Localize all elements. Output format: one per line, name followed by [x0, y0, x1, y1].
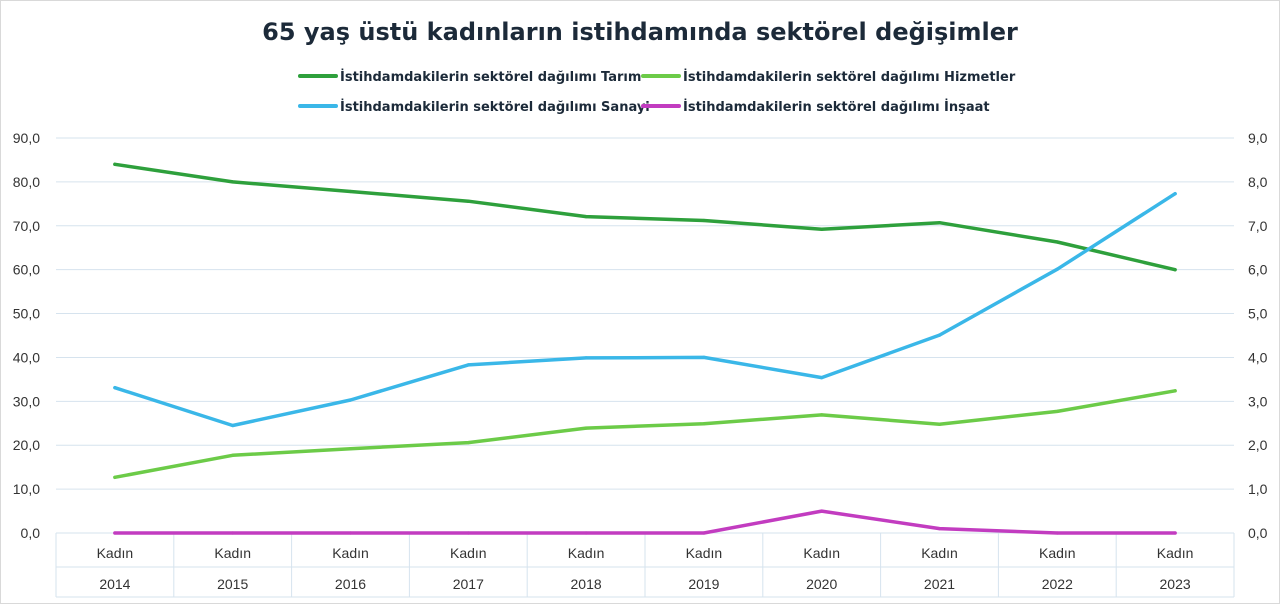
data-point: [113, 162, 117, 166]
right-tick-label: 9,0: [1248, 130, 1268, 146]
left-tick-label: 70,0: [13, 218, 40, 234]
x-axis: Kadın 2014 Kadın 2015 Kadın 2016 Kadın 2017 Kadı…: [55, 533, 1235, 598]
data-point: [348, 189, 353, 194]
right-tick-label: 4,0: [1248, 349, 1268, 365]
data-point: [584, 356, 588, 360]
legend: İstihdamdakilerin sektörel dağılımı Tarı…: [298, 69, 1016, 115]
data-point: [1055, 267, 1059, 271]
x-category-label: 2017: [453, 576, 484, 592]
data-point: [820, 413, 824, 417]
data-point: [1055, 240, 1059, 244]
data-point: [584, 426, 588, 430]
data-point: [466, 531, 470, 535]
left-axis: 0,0 10,0 20,0 30,0 40,0 50,0 60,0 70,0 80,0 90,0: [13, 130, 40, 541]
x-sub-label: Kadın: [214, 545, 251, 561]
legend-label-3: İstihdamdakilerin sektörel dağılımı Sana…: [340, 99, 650, 115]
data-point: [466, 363, 470, 367]
data-point: [702, 531, 706, 535]
x-sub-label: Kadın: [921, 545, 958, 561]
data-point: [1173, 531, 1177, 535]
right-tick-label: 8,0: [1248, 174, 1268, 190]
right-tick-label: 3,0: [1248, 393, 1268, 409]
data-point: [113, 386, 117, 390]
left-tick-label: 20,0: [13, 437, 40, 453]
x-sub-label: Kadın: [803, 545, 840, 561]
right-tick-label: 0,0: [1248, 525, 1268, 541]
left-tick-label: 50,0: [13, 306, 40, 322]
data-point: [937, 527, 942, 531]
data-point: [937, 333, 942, 337]
x-sub-label: Kadın: [686, 545, 723, 561]
right-tick-label: 5,0: [1248, 306, 1268, 322]
legend-label-2: İstihdamdakilerin sektörel dağılımı Hizm…: [683, 69, 1016, 85]
left-tick-label: 90,0: [13, 130, 40, 146]
x-category-label: 2020: [806, 576, 837, 592]
legend-label-1: İstihdamdakilerin sektörel dağılımı Tarı…: [340, 69, 641, 85]
data-point: [348, 447, 353, 451]
left-tick-label: 0,0: [21, 525, 41, 541]
data-point: [1173, 389, 1177, 393]
x-category-label: 2023: [1160, 576, 1191, 592]
chart-title: 65 yaş üstü kadınların istihdamında sekt…: [262, 18, 1018, 46]
right-axis: 0,0 1,0 2,0 3,0 4,0 5,0 6,0 7,0 8,0 9,0: [1248, 130, 1268, 541]
x-sub-label: Kadın: [1157, 545, 1194, 561]
x-sub-label: Kadın: [568, 545, 605, 561]
data-point: [584, 531, 588, 535]
data-point: [820, 227, 824, 231]
data-point: [466, 199, 470, 203]
x-category-label: 2015: [217, 576, 248, 592]
left-tick-label: 30,0: [13, 393, 40, 409]
right-tick-label: 7,0: [1248, 218, 1268, 234]
x-sub-label: Kadın: [450, 545, 487, 561]
data-point: [1055, 409, 1059, 413]
legend-label-4: İstihdamdakilerin sektörel dağılımı İnşa…: [683, 99, 990, 115]
data-point: [113, 531, 117, 535]
x-category-label: 2019: [688, 576, 719, 592]
x-category-label: 2014: [99, 576, 130, 592]
right-tick-label: 6,0: [1248, 262, 1268, 278]
left-tick-label: 80,0: [13, 174, 40, 190]
right-tick-label: 2,0: [1248, 437, 1268, 453]
data-point: [702, 218, 706, 223]
data-point: [1055, 531, 1059, 535]
right-tick-label: 1,0: [1248, 481, 1268, 497]
data-point: [1173, 268, 1177, 272]
series-line-4: [113, 509, 1177, 535]
data-point: [1173, 192, 1177, 196]
series-line-1: [113, 162, 1177, 272]
left-tick-label: 40,0: [13, 349, 40, 365]
left-tick-label: 60,0: [13, 262, 40, 278]
data-point: [348, 531, 353, 535]
x-category-label: 2021: [924, 576, 955, 592]
data-point: [820, 509, 824, 513]
data-point: [937, 422, 942, 426]
x-sub-label: Kadın: [97, 545, 134, 561]
data-point: [113, 475, 117, 479]
data-point: [231, 423, 235, 428]
x-category-label: 2022: [1042, 576, 1073, 592]
data-point: [937, 221, 942, 225]
x-category-label: 2018: [571, 576, 602, 592]
data-point: [231, 453, 235, 457]
data-point: [348, 398, 353, 402]
x-category-label: 2016: [335, 576, 366, 592]
x-sub-label: Kadın: [332, 545, 369, 561]
left-tick-label: 10,0: [13, 481, 40, 497]
data-point: [231, 531, 235, 535]
data-point: [820, 376, 824, 380]
data-point: [231, 180, 235, 184]
data-point: [702, 422, 706, 426]
data-point: [466, 441, 470, 445]
series-line-2: [113, 389, 1177, 480]
x-sub-label: Kadın: [1039, 545, 1076, 561]
data-point: [702, 355, 706, 359]
series-line-3: [113, 191, 1177, 428]
data-point: [584, 215, 588, 219]
series-lines: [113, 162, 1177, 535]
